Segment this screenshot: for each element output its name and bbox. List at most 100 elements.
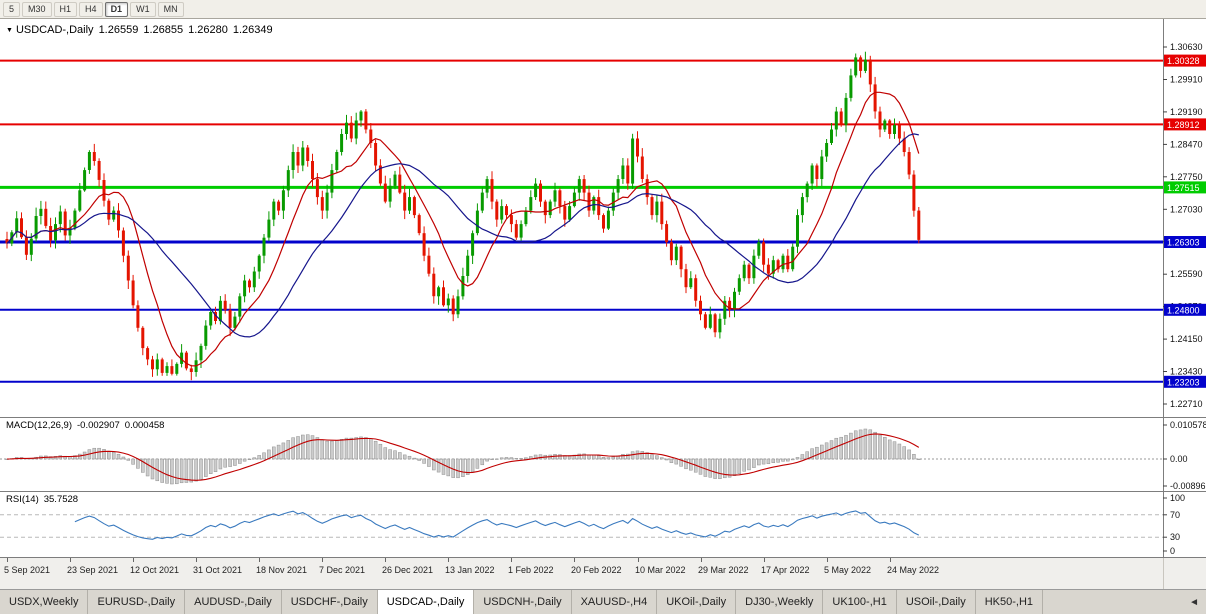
macd-indicator-panel: 0.010578 0.00 -0.00896 MACD(12,26,9) -0.002… bbox=[0, 417, 1206, 491]
timeframe-button-d1[interactable]: D1 bbox=[104, 1, 129, 17]
candle-body bbox=[218, 300, 222, 322]
tab-scroll-left-icon[interactable]: ◄ bbox=[1189, 596, 1199, 608]
macd-histogram-bar bbox=[577, 453, 582, 460]
candle-body bbox=[189, 368, 193, 372]
chart-tab-eurusd-daily[interactable]: EURUSD-,Daily bbox=[88, 590, 186, 614]
candle-body bbox=[223, 300, 227, 310]
timeframe-button-5[interactable]: 5 bbox=[3, 1, 21, 17]
chart-tab-usoil-daily[interactable]: USOil-,Daily bbox=[897, 590, 976, 614]
chart-tab-usdcnh-daily[interactable]: USDCNH-,Daily bbox=[474, 590, 572, 614]
macd-histogram-bar bbox=[305, 434, 310, 460]
macd-histogram-bar bbox=[335, 440, 339, 460]
macd-histogram bbox=[5, 428, 921, 485]
candle-body bbox=[39, 208, 43, 216]
macd-histogram-bar bbox=[407, 455, 412, 460]
price-level-badge bbox=[1164, 54, 1206, 67]
candle-body bbox=[24, 237, 28, 255]
chart-tab-usdchf-daily[interactable]: USDCHF-,Daily bbox=[282, 590, 378, 614]
macd-histogram-bar bbox=[121, 456, 126, 460]
chart-tab-usdx-weekly[interactable]: USDX,Weekly bbox=[0, 590, 89, 614]
macd-histogram-bar bbox=[470, 458, 475, 473]
candle-body bbox=[747, 264, 751, 279]
candle-body bbox=[524, 210, 528, 225]
candle-body bbox=[742, 264, 746, 279]
date-tick bbox=[322, 558, 323, 562]
main-chart-panel: 1.30630 1.29910 1.29190 1.28470 1.27750 1.270… bbox=[0, 19, 1206, 417]
timeframe-button-w1[interactable]: W1 bbox=[130, 1, 156, 17]
candle-body bbox=[830, 129, 833, 143]
macd-histogram-bar bbox=[727, 458, 732, 478]
chart-tab-usdcad-daily[interactable]: USDCAD-,Daily bbox=[377, 590, 475, 614]
candle-body bbox=[781, 255, 785, 270]
chart-tab-ukoil-daily[interactable]: UKOil-,Daily bbox=[657, 590, 737, 614]
macd-histogram-bar bbox=[204, 458, 208, 477]
macd-canvas[interactable]: 0.010578 0.00 -0.00896 bbox=[0, 418, 1206, 491]
candle-body bbox=[243, 280, 247, 297]
macd-histogram-bar bbox=[427, 458, 431, 467]
candle-body bbox=[762, 242, 766, 265]
chart-tab-dj30-weekly[interactable]: DJ30-,Weekly bbox=[736, 590, 824, 614]
macd-histogram-bar bbox=[131, 458, 135, 465]
macd-histogram-bar bbox=[892, 441, 897, 460]
macd-histogram-bar bbox=[160, 458, 164, 483]
macd-histogram-bar bbox=[660, 457, 664, 460]
candle-body bbox=[766, 264, 770, 274]
chart-tab-hk50-h1[interactable]: HK50-,H1 bbox=[976, 590, 1044, 614]
candle-body bbox=[83, 170, 87, 191]
macd-histogram-bar bbox=[495, 458, 499, 460]
candle-body bbox=[655, 201, 659, 216]
candle-body bbox=[737, 278, 741, 292]
date-label: 31 Oct 2021 bbox=[193, 565, 243, 575]
candle-body bbox=[228, 309, 232, 328]
candle-body bbox=[374, 143, 378, 166]
timeframe-button-h4[interactable]: H4 bbox=[79, 1, 103, 17]
candle-body bbox=[78, 190, 82, 211]
macd-histogram-bar bbox=[465, 458, 470, 475]
candle-body bbox=[553, 190, 557, 202]
chart-tab-xauusd-h4[interactable]: XAUUSD-,H4 bbox=[572, 590, 658, 614]
chart-tab-uk100-h1[interactable]: UK100-,H1 bbox=[823, 590, 897, 614]
macd-histogram-bar bbox=[635, 450, 640, 460]
date-tick bbox=[764, 558, 765, 562]
macd-histogram-bar bbox=[97, 447, 101, 460]
candle-body bbox=[854, 57, 858, 76]
candle-body bbox=[335, 152, 339, 170]
timeframe-button-h1[interactable]: H1 bbox=[53, 1, 78, 17]
macd-axis-label: 0.010578 bbox=[1170, 420, 1206, 430]
macd-histogram-bar bbox=[669, 458, 674, 463]
chart-tab-audusd-daily[interactable]: AUDUSD-,Daily bbox=[185, 590, 282, 614]
date-tick bbox=[511, 558, 512, 562]
timeframe-button-m30[interactable]: M30 bbox=[22, 1, 52, 17]
price-level-badge-text: 1.24800 bbox=[1167, 305, 1200, 315]
candle-body bbox=[131, 280, 135, 306]
macd-histogram-bar bbox=[349, 437, 354, 460]
date-tick bbox=[259, 558, 260, 562]
candle-body bbox=[694, 278, 698, 301]
macd-histogram-bar bbox=[354, 437, 358, 460]
ma-fast-line bbox=[6, 91, 920, 367]
candle-body bbox=[63, 211, 67, 236]
macd-histogram-bar bbox=[873, 431, 877, 460]
candle-body bbox=[592, 197, 596, 211]
macd-histogram-bar bbox=[383, 447, 388, 460]
macd-histogram-bar bbox=[301, 434, 305, 460]
macd-histogram-bar bbox=[402, 454, 407, 460]
macd-histogram-bar bbox=[674, 458, 679, 465]
candle-body bbox=[199, 345, 203, 361]
candle-body bbox=[490, 179, 494, 202]
candle-body bbox=[97, 161, 101, 180]
date-tick bbox=[574, 558, 575, 562]
candle-body bbox=[626, 165, 630, 184]
candle-body bbox=[529, 197, 533, 211]
candle-body bbox=[393, 174, 397, 186]
candle-body bbox=[301, 147, 305, 166]
rsi-canvas[interactable]: 100 70 30 0 bbox=[0, 492, 1206, 557]
timeframe-button-mn[interactable]: MN bbox=[157, 1, 184, 17]
main-chart-canvas[interactable]: 1.30630 1.29910 1.29190 1.28470 1.27750 1.270… bbox=[0, 19, 1206, 417]
candle-body bbox=[238, 296, 242, 317]
candle-body bbox=[121, 230, 125, 256]
macd-histogram-bar bbox=[189, 458, 194, 483]
candle-body bbox=[15, 218, 19, 233]
candle-body bbox=[446, 298, 450, 306]
date-tick bbox=[133, 558, 134, 562]
